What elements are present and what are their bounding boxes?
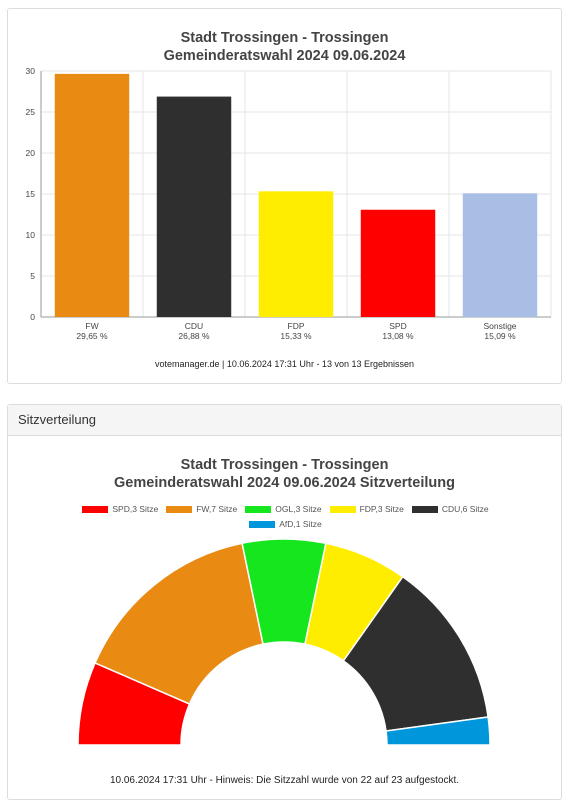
legend-swatch	[249, 521, 276, 528]
x-tick-label: Sonstige	[483, 321, 516, 331]
bar-chart-footer: votemanager.de | 10.06.2024 17:31 Uhr - …	[154, 359, 415, 369]
bar-spd	[360, 209, 436, 317]
legend-swatch	[411, 506, 438, 513]
bar-chart-title: Stadt Trossingen - Trossingen	[180, 30, 389, 46]
x-tick-label: SPD	[389, 321, 406, 331]
bar-percent-label: 15,09 %	[484, 331, 516, 341]
seat-chart-title: Stadt Trossingen - Trossingen	[180, 457, 389, 473]
legend-item[interactable]: SPD,3 Sitze	[82, 502, 158, 517]
seat-chart	[77, 538, 491, 746]
legend-swatch	[245, 506, 272, 513]
y-tick-label: 30	[26, 66, 36, 76]
y-tick-label: 10	[26, 230, 36, 240]
seat-segment-cdu	[342, 575, 489, 732]
legend-item[interactable]: FW,7 Sitze	[166, 502, 237, 517]
bar-percent-label: 13,08 %	[382, 331, 414, 341]
y-tick-label: 20	[26, 148, 36, 158]
y-tick-label: 25	[26, 107, 36, 117]
bar-fdp	[258, 191, 334, 317]
seat-distribution-header: Sitzverteilung	[8, 405, 561, 436]
legend-swatch	[82, 506, 109, 513]
seat-chart-footer: 10.06.2024 17:31 Uhr - Hinweis: Die Sitz…	[109, 775, 460, 786]
legend-swatch	[166, 506, 193, 513]
seat-chart-subtitle: Gemeinderatswahl 2024 09.06.2024 Sitzver…	[114, 475, 455, 491]
seat-distribution-card: Sitzverteilung Stadt Trossingen - Trossi…	[7, 404, 562, 800]
x-tick-label: FW	[85, 321, 98, 331]
y-tick-label: 5	[30, 271, 35, 281]
legend-label: AfD,1 Sitze	[279, 519, 322, 529]
bar-fw	[54, 73, 130, 318]
legend-label: CDU,6 Sitze	[441, 504, 489, 514]
legend-item[interactable]: CDU,6 Sitze	[411, 502, 489, 517]
legend-item[interactable]: AfD,1 Sitze	[249, 517, 322, 532]
x-tick-label: CDU	[185, 321, 203, 331]
bar-percent-label: 26,88 %	[178, 331, 210, 341]
x-tick-label: FDP	[288, 321, 305, 331]
legend-swatch	[329, 506, 356, 513]
bar-percent-label: 29,65 %	[76, 331, 108, 341]
legend-label: FDP,3 Sitze	[359, 504, 404, 514]
y-tick-label: 15	[26, 189, 36, 199]
y-tick-label: 0	[30, 312, 35, 322]
results-card: Stadt Trossingen - Trossingen Gemeindera…	[7, 8, 562, 384]
bar-percent-label: 15,33 %	[280, 331, 312, 341]
bar-chart-subtitle: Gemeinderatswahl 2024 09.06.2024	[163, 48, 406, 64]
legend-item[interactable]: FDP,3 Sitze	[329, 502, 404, 517]
legend-item[interactable]: OGL,3 Sitze	[245, 502, 322, 517]
bar-sonstige	[462, 193, 538, 317]
legend-label: SPD,3 Sitze	[112, 504, 159, 514]
seat-segment-fw	[94, 542, 264, 705]
legend-label: FW,7 Sitze	[196, 504, 238, 514]
seat-chart-legend: SPD,3 Sitze FW,7 Sitze OGL,3 Sitze FDP,3 Si…	[58, 502, 513, 532]
legend-label: OGL,3 Sitze	[275, 504, 322, 514]
bar-cdu	[156, 96, 232, 317]
seat-segment-afd	[385, 716, 491, 746]
